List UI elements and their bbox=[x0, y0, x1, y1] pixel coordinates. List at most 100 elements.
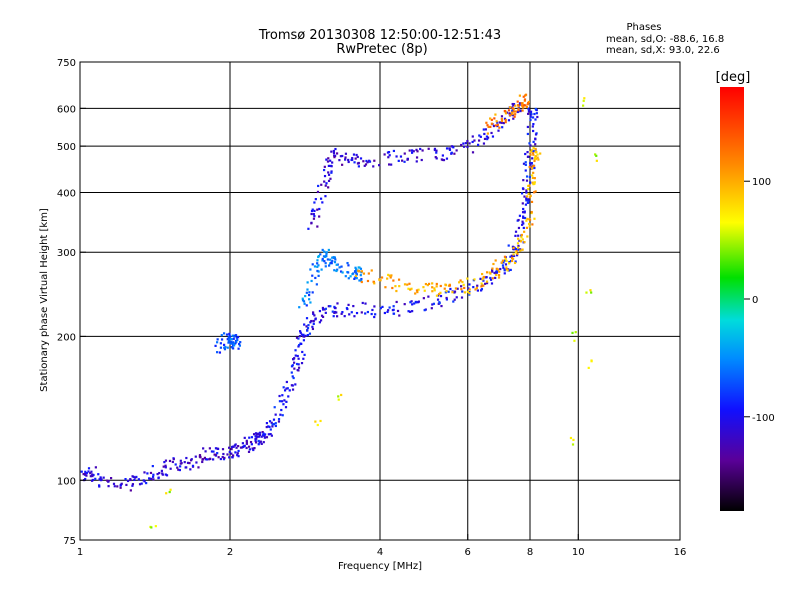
data-point bbox=[245, 442, 249, 445]
data-point bbox=[354, 274, 358, 277]
data-point bbox=[260, 435, 263, 438]
data-point bbox=[162, 465, 165, 468]
data-point bbox=[533, 182, 536, 185]
data-point bbox=[97, 473, 100, 476]
data-point bbox=[531, 125, 534, 128]
data-point bbox=[163, 460, 166, 464]
data-point bbox=[436, 298, 440, 301]
data-point bbox=[516, 246, 520, 249]
data-point bbox=[152, 473, 155, 476]
data-point bbox=[318, 215, 321, 218]
data-point bbox=[129, 489, 132, 492]
data-point bbox=[168, 490, 171, 494]
data-point bbox=[290, 384, 293, 387]
data-point bbox=[526, 150, 529, 154]
data-point bbox=[320, 183, 323, 186]
data-point bbox=[168, 459, 172, 463]
data-point bbox=[450, 151, 453, 154]
data-point bbox=[527, 101, 530, 105]
data-point bbox=[461, 280, 464, 284]
data-point bbox=[116, 485, 119, 488]
data-point bbox=[520, 192, 524, 195]
data-point bbox=[531, 157, 534, 160]
data-point bbox=[321, 259, 324, 262]
data-point bbox=[270, 421, 273, 424]
data-point bbox=[525, 197, 528, 200]
data-point bbox=[267, 433, 270, 436]
data-point bbox=[208, 447, 211, 450]
data-point bbox=[522, 95, 525, 98]
data-point bbox=[514, 230, 518, 233]
data-point bbox=[273, 406, 276, 409]
data-point bbox=[313, 209, 316, 213]
data-point bbox=[185, 456, 188, 460]
data-point bbox=[387, 156, 390, 159]
data-point bbox=[407, 310, 410, 313]
data-point bbox=[511, 107, 514, 110]
data-point bbox=[589, 289, 592, 292]
data-point bbox=[171, 460, 174, 464]
data-point bbox=[435, 285, 438, 288]
data-point bbox=[526, 112, 530, 115]
data-point bbox=[324, 307, 327, 310]
data-point bbox=[236, 338, 239, 342]
data-point bbox=[338, 266, 341, 269]
data-point bbox=[137, 478, 140, 481]
data-point bbox=[343, 315, 346, 318]
data-point bbox=[235, 446, 238, 449]
data-point bbox=[371, 308, 374, 312]
data-point bbox=[362, 160, 365, 163]
data-point bbox=[524, 169, 527, 172]
data-point bbox=[524, 152, 527, 156]
data-point bbox=[452, 146, 455, 149]
data-point bbox=[500, 261, 503, 264]
data-point bbox=[509, 255, 512, 258]
data-point bbox=[339, 270, 343, 273]
data-point bbox=[523, 241, 526, 244]
data-point bbox=[521, 238, 524, 241]
data-point bbox=[505, 266, 508, 269]
data-point bbox=[325, 182, 328, 185]
data-point bbox=[94, 477, 97, 480]
data-point bbox=[535, 150, 538, 154]
data-point bbox=[321, 315, 325, 319]
data-point bbox=[347, 158, 350, 162]
data-point bbox=[283, 399, 286, 402]
data-point bbox=[326, 258, 329, 261]
data-point bbox=[332, 315, 335, 318]
data-point bbox=[323, 180, 326, 183]
data-point bbox=[468, 283, 471, 286]
data-point bbox=[231, 342, 234, 345]
data-point bbox=[431, 303, 434, 306]
data-point bbox=[451, 291, 454, 294]
data-point bbox=[474, 288, 477, 291]
data-point bbox=[525, 199, 528, 202]
data-point bbox=[495, 271, 499, 274]
data-point bbox=[277, 420, 281, 423]
data-point bbox=[191, 464, 195, 467]
data-point bbox=[450, 145, 453, 148]
data-point bbox=[355, 311, 359, 315]
colorbar-ticks: 100 0 -100 bbox=[744, 177, 775, 424]
data-point bbox=[534, 118, 537, 121]
data-point bbox=[495, 267, 498, 270]
data-point bbox=[350, 311, 353, 314]
data-point bbox=[349, 275, 352, 278]
data-point bbox=[530, 167, 534, 170]
y-tick-label: 300 bbox=[57, 248, 76, 259]
data-point bbox=[503, 117, 507, 120]
data-point bbox=[346, 261, 349, 265]
data-point bbox=[500, 115, 504, 118]
data-point bbox=[527, 201, 530, 204]
data-point bbox=[133, 478, 136, 481]
data-point bbox=[525, 191, 528, 194]
data-point bbox=[265, 436, 269, 439]
data-point bbox=[498, 121, 502, 124]
data-point bbox=[502, 266, 505, 269]
data-point bbox=[529, 114, 532, 117]
data-point bbox=[366, 279, 370, 283]
x-tick-label: 8 bbox=[527, 547, 533, 558]
data-point bbox=[537, 158, 540, 161]
data-point bbox=[297, 369, 300, 372]
y-tick-label: 200 bbox=[57, 332, 76, 343]
